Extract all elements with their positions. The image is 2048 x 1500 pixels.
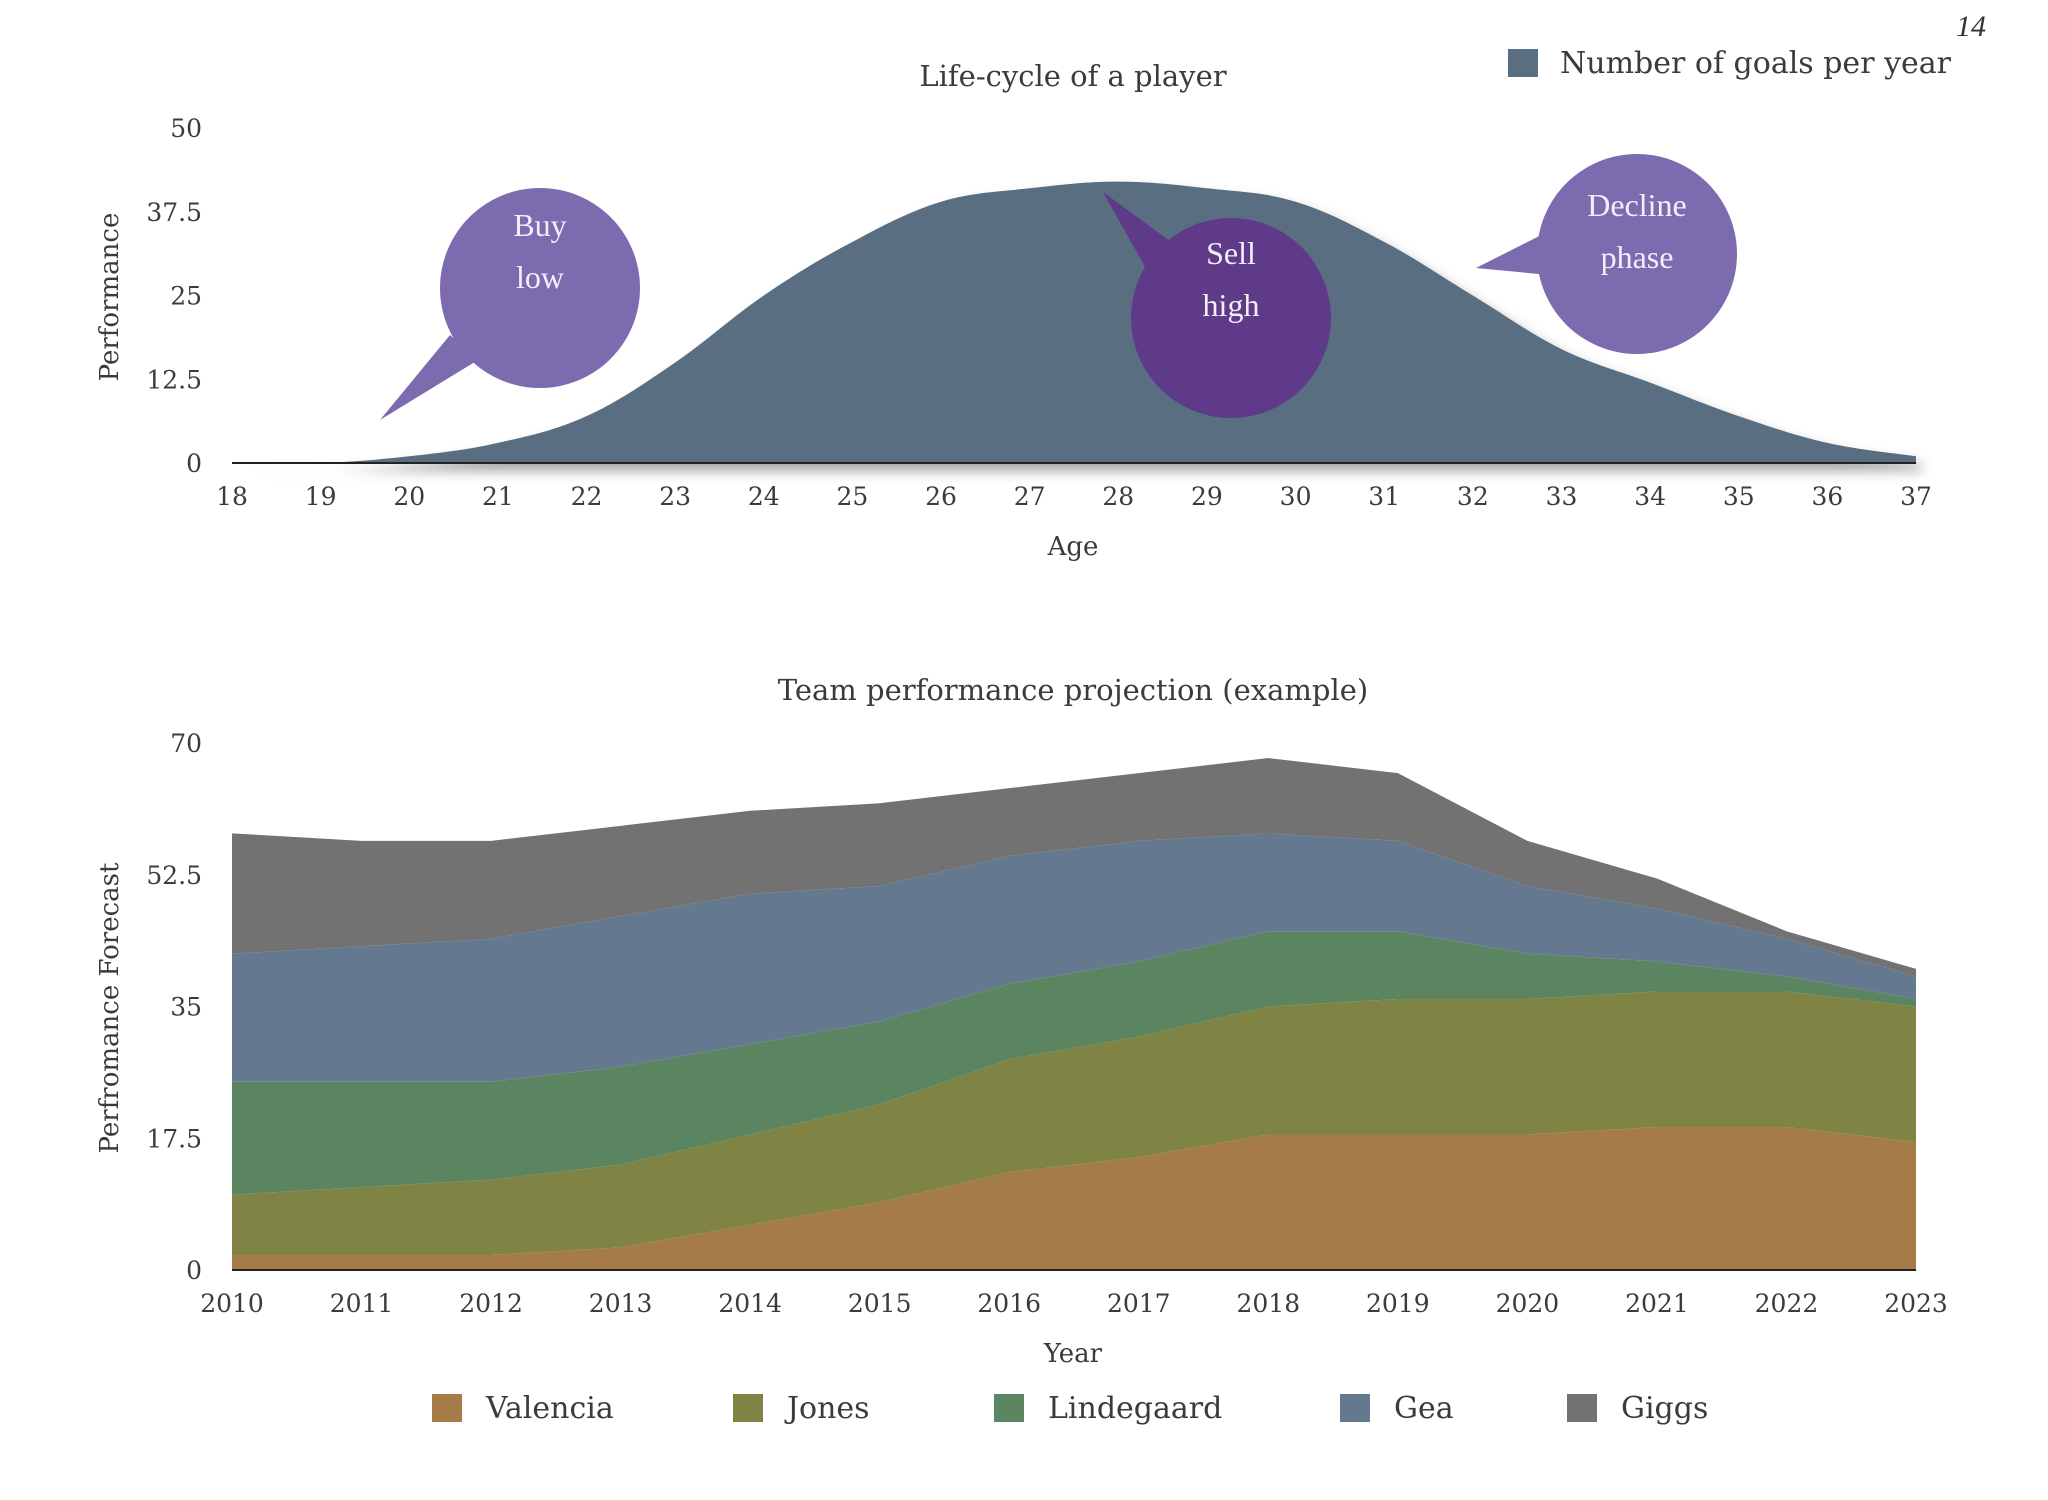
- team-legend: Valencia Jones Lindegaard Gea Giggs: [432, 1391, 1708, 1426]
- lifecycle-x-tick: 26: [925, 482, 957, 511]
- lifecycle-x-tick: 22: [571, 482, 603, 511]
- legend-swatch-lindegaard: [994, 1394, 1024, 1422]
- lifecycle-area-layer: [232, 181, 1916, 464]
- team-x-label: Year: [1043, 1339, 1103, 1369]
- legend-label-lindegaard: Lindegaard: [1048, 1391, 1222, 1426]
- team-x-ticks: 2010 2011 2012 2013 2014 2015 2016 2017 2018 2019…: [200, 1289, 1948, 1318]
- team-x-tick: 2020: [1496, 1289, 1560, 1318]
- team-y-tick: 70: [170, 729, 202, 758]
- team-y-label: Perfromance Forecast: [95, 862, 125, 1153]
- lifecycle-y-tick: 12.5: [146, 365, 202, 394]
- team-x-tick: 2015: [848, 1289, 912, 1318]
- team-y-tick: 35: [170, 993, 202, 1022]
- area-giggs: [232, 758, 1916, 977]
- lifecycle-x-tick: 28: [1102, 482, 1134, 511]
- buy-low-line1: Buy: [513, 207, 566, 243]
- area-valencia: [232, 1126, 1916, 1270]
- team-y-tick: 52.5: [146, 861, 202, 890]
- team-x-tick: 2012: [459, 1289, 523, 1318]
- lifecycle-x-tick: 29: [1191, 482, 1223, 511]
- team-y-tick: 17.5: [146, 1124, 202, 1153]
- sell-high-line2: high: [1203, 287, 1260, 323]
- annotation-decline-phase: Decline phase: [1476, 154, 1737, 354]
- legend-label-goals: Number of goals per year: [1560, 46, 1952, 81]
- team-x-tick: 2021: [1625, 1289, 1689, 1318]
- lifecycle-x-label: Age: [1047, 532, 1099, 562]
- legend-label-giggs: Giggs: [1621, 1391, 1708, 1426]
- team-x-tick: 2019: [1366, 1289, 1430, 1318]
- buy-low-line2: low: [516, 259, 564, 295]
- lifecycle-chart-title: Life-cycle of a player: [919, 59, 1226, 93]
- lifecycle-x-tick: 34: [1634, 482, 1666, 511]
- team-x-tick: 2022: [1755, 1289, 1819, 1318]
- lifecycle-y-tick: 25: [170, 282, 202, 311]
- annotation-buy-low: Buy low: [380, 188, 640, 420]
- legend-label-valencia: Valencia: [485, 1391, 614, 1426]
- team-x-tick: 2017: [1107, 1289, 1171, 1318]
- team-x-tick: 2018: [1236, 1289, 1300, 1318]
- team-y-ticks: 0 17.5 35 52.5 70: [146, 729, 202, 1285]
- sell-high-line1: Sell: [1206, 235, 1256, 271]
- lifecycle-x-tick: 18: [216, 482, 248, 511]
- team-x-tick: 2016: [977, 1289, 1041, 1318]
- lifecycle-x-tick: 37: [1900, 482, 1932, 511]
- team-x-tick: 2010: [200, 1289, 264, 1318]
- lifecycle-y-tick: 37.5: [146, 198, 202, 227]
- lifecycle-x-tick: 23: [659, 482, 691, 511]
- team-x-tick: 2023: [1884, 1289, 1948, 1318]
- area-jones: [232, 991, 1916, 1255]
- team-y-tick: 0: [186, 1256, 202, 1285]
- legend-label-gea: Gea: [1394, 1391, 1454, 1426]
- legend-swatch-goals: [1508, 49, 1538, 77]
- lifecycle-x-tick: 30: [1280, 482, 1312, 511]
- legend-swatch-jones: [733, 1394, 763, 1422]
- lifecycle-x-tick: 32: [1457, 482, 1489, 511]
- area-gea: [232, 833, 1916, 1082]
- decline-phase-line2: phase: [1601, 239, 1674, 275]
- lifecycle-y-label: Performance: [95, 213, 125, 382]
- sell-high-bubble: [1131, 218, 1331, 418]
- lifecycle-x-tick: 27: [1014, 482, 1046, 511]
- lifecycle-y-tick: 0: [186, 449, 202, 478]
- decline-phase-line1: Decline: [1587, 187, 1687, 223]
- lifecycle-x-tick: 20: [393, 482, 425, 511]
- team-area-layer: [232, 758, 1916, 1270]
- lifecycle-y-ticks: 0 12.5 25 37.5 50: [146, 114, 202, 478]
- lifecycle-x-tick: 35: [1723, 482, 1755, 511]
- buy-low-bubble: [440, 188, 640, 388]
- legend-swatch-gea: [1340, 1394, 1370, 1422]
- team-projection-chart: Team performance projection (example) 0 1…: [95, 673, 1948, 1426]
- area-lindegaard: [232, 931, 1916, 1195]
- team-chart-title: Team performance projection (example): [778, 673, 1369, 707]
- lifecycle-legend: Number of goals per year: [1508, 46, 1952, 81]
- team-x-tick: 2013: [589, 1289, 653, 1318]
- decline-phase-bubble: [1537, 154, 1737, 354]
- team-x-tick: 2011: [330, 1289, 394, 1318]
- lifecycle-chart: Life-cycle of a player Number of goals p…: [95, 46, 1952, 562]
- legend-swatch-giggs: [1567, 1394, 1597, 1422]
- lifecycle-x-tick: 19: [305, 482, 337, 511]
- buy-low-bubble-tail: [380, 335, 478, 420]
- lifecycle-x-tick: 21: [482, 482, 514, 511]
- legend-swatch-valencia: [432, 1394, 462, 1422]
- lifecycle-x-tick: 31: [1368, 482, 1400, 511]
- lifecycle-x-tick: 33: [1546, 482, 1578, 511]
- page-number: 14: [1956, 10, 1986, 43]
- legend-label-jones: Jones: [784, 1391, 870, 1426]
- lifecycle-x-ticks: 18 19 20 21 22 23 24 25 26 27 28 29 30 31 32 33 34 35 36 37: [216, 482, 1932, 511]
- annotation-sell-high: Sell high: [1103, 192, 1331, 418]
- lifecycle-x-tick: 36: [1811, 482, 1843, 511]
- lifecycle-x-tick: 25: [837, 482, 869, 511]
- lifecycle-x-tick: 24: [748, 482, 780, 511]
- lifecycle-y-tick: 50: [170, 114, 202, 143]
- team-x-tick: 2014: [718, 1289, 782, 1318]
- goals-area: [232, 181, 1916, 464]
